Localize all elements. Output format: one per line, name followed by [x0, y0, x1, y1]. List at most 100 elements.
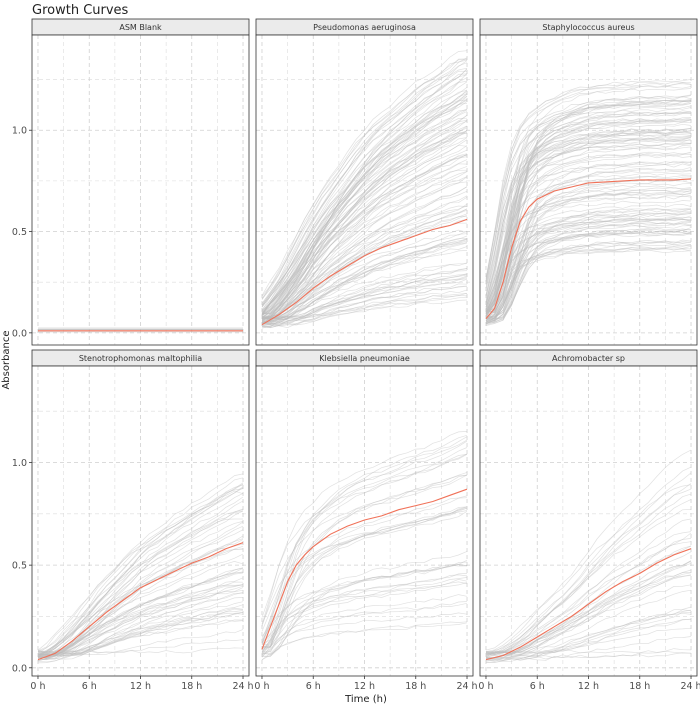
facet-label: ASM Blank — [119, 23, 162, 32]
replicate-line — [37, 567, 244, 661]
replicate-line — [485, 172, 692, 310]
replicate-line — [485, 168, 692, 318]
replicate-line — [485, 208, 692, 317]
replicate-line — [261, 80, 468, 311]
replicate-line — [261, 153, 468, 320]
replicate-line — [485, 183, 692, 319]
replicate-line — [261, 94, 468, 316]
replicate-line — [261, 579, 468, 658]
replicate-line — [485, 518, 692, 653]
replicate-line — [485, 244, 692, 323]
replicate-line — [485, 105, 692, 313]
replicate-line — [261, 95, 468, 317]
replicate-line — [485, 175, 692, 320]
replicate-line — [37, 482, 244, 657]
replicate-line — [261, 270, 468, 326]
gridlines — [480, 366, 697, 676]
replicate-line — [37, 607, 244, 656]
replicate-line — [261, 127, 468, 315]
replicate-line — [37, 608, 244, 657]
replicate-line — [485, 128, 692, 291]
replicate-line — [485, 232, 692, 315]
replicate-line — [261, 57, 468, 313]
replicate-line — [485, 189, 692, 322]
replicate-line — [37, 490, 244, 651]
chart-title: Growth Curves — [32, 3, 129, 18]
facet-panel: ASM Blank 0.0 0.5 1.0 — [12, 18, 250, 346]
replicate-line — [485, 245, 692, 318]
replicate-line — [37, 592, 244, 654]
replicate-line — [261, 434, 468, 643]
replicate-line — [485, 117, 692, 314]
replicate-line — [485, 611, 692, 658]
replicate-line — [485, 232, 692, 324]
replicate-line — [261, 81, 468, 315]
replicate-line — [261, 155, 468, 319]
replicate-line — [485, 466, 692, 654]
facet-panel: Klebsiella pneumoniae 0 h 6 h 12 h 18 h 24 h — [254, 349, 478, 692]
replicate-line — [261, 89, 468, 308]
replicate-line — [485, 100, 692, 313]
replicate-line — [485, 83, 692, 288]
replicate-line — [485, 449, 692, 652]
replicate-line — [261, 156, 468, 311]
replicate-line — [485, 650, 692, 660]
replicate-line — [485, 218, 692, 320]
replicate-line — [261, 563, 468, 638]
replicate-line — [261, 208, 468, 324]
replicate-line — [261, 474, 468, 627]
replicate-line — [261, 114, 468, 317]
replicate-line — [261, 239, 468, 324]
x-tick-label: 12 h — [354, 681, 375, 692]
replicate-line — [261, 268, 468, 325]
replicate-line — [261, 109, 468, 311]
replicate-line — [485, 472, 692, 656]
replicate-line — [261, 268, 468, 325]
replicate-line — [37, 500, 244, 659]
replicate-line — [485, 137, 692, 316]
x-axis-title: Time (h) — [344, 694, 387, 705]
replicate-line — [261, 196, 468, 320]
replicate-line — [261, 153, 468, 322]
replicate-line — [261, 120, 468, 319]
replicate-line — [485, 531, 692, 658]
replicate-line — [485, 100, 692, 312]
replicate-line — [261, 89, 468, 316]
replicate-line — [261, 582, 468, 656]
replicate-line — [261, 564, 468, 641]
replicate-line — [261, 235, 468, 318]
replicate-line — [261, 230, 468, 322]
replicate-line — [261, 577, 468, 656]
replicate-line — [485, 241, 692, 319]
replicate-line — [261, 246, 468, 328]
replicate-line — [261, 60, 468, 314]
replicate-line — [261, 440, 468, 646]
replicate-line — [261, 58, 468, 300]
replicate-line — [485, 562, 692, 662]
replicate-line — [261, 87, 468, 315]
replicate-line — [261, 275, 468, 329]
replicate-line — [261, 208, 468, 324]
replicate-line — [485, 142, 692, 296]
replicate-line — [485, 627, 692, 654]
replicate-line — [261, 602, 468, 661]
replicate-line — [485, 98, 692, 305]
replicate-line — [261, 166, 468, 317]
facet-label: Pseudomonas aeruginosa — [313, 23, 416, 32]
replicate-line — [485, 144, 692, 314]
replicate-line — [37, 521, 244, 659]
facet-label: Achromobacter sp — [552, 354, 625, 363]
replicate-curves — [38, 327, 243, 333]
replicate-line — [261, 77, 468, 315]
replicate-line — [485, 220, 692, 318]
replicate-line — [485, 85, 692, 310]
replicate-line — [485, 107, 692, 281]
replicate-line — [486, 609, 692, 663]
replicate-line — [261, 93, 468, 315]
replicate-line — [261, 239, 468, 324]
replicate-line — [261, 612, 468, 655]
replicate-line — [261, 59, 468, 296]
replicate-line — [485, 163, 692, 318]
replicate-line — [37, 493, 244, 656]
